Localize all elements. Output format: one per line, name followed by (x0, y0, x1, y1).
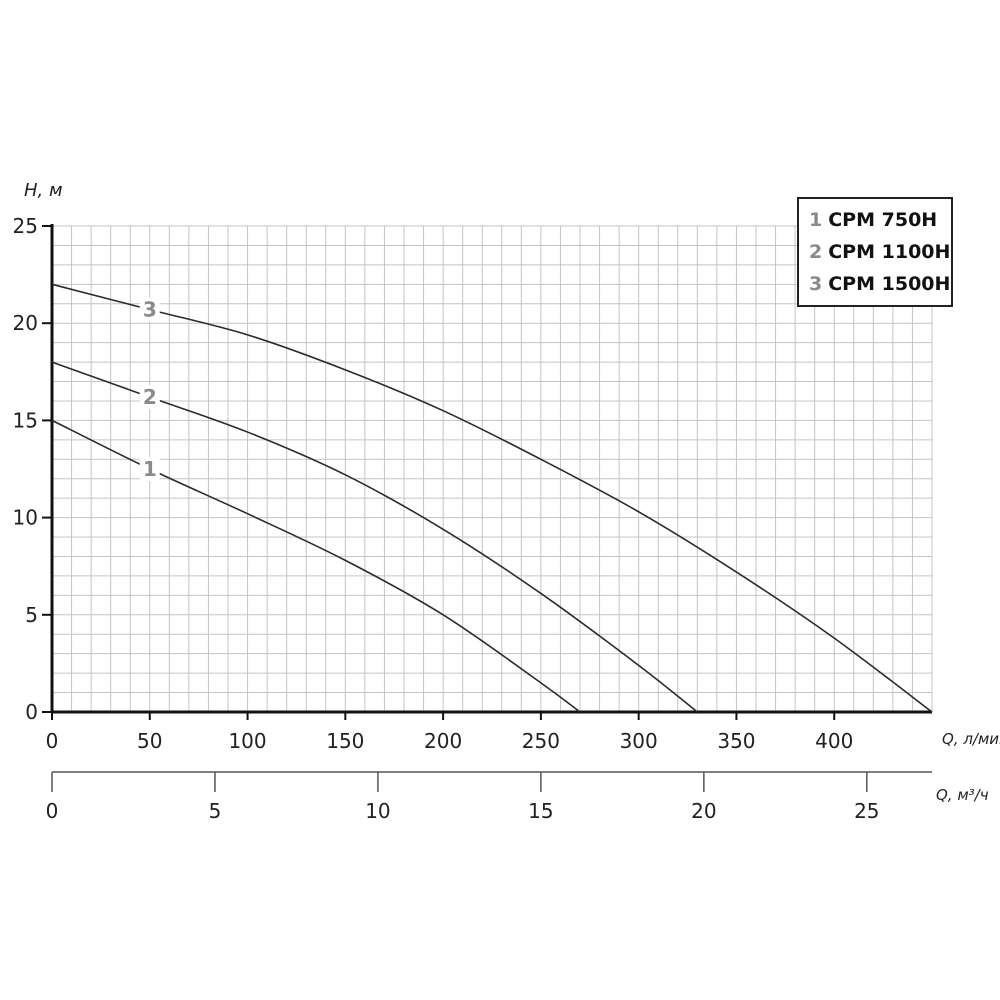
legend-number: 2 (809, 241, 823, 263)
legend-series-name: CPM 1100H (828, 241, 951, 263)
x-tick-label: 0 (46, 729, 59, 753)
legend-series-name: CPM 1500H (828, 273, 951, 295)
x2-tick-label: 25 (854, 799, 879, 823)
legend-entry-3: 3 CPM 1500H (809, 268, 950, 300)
legend-entry-2: 2 CPM 1100H (809, 236, 950, 268)
y-tick-label: 5 (25, 603, 38, 627)
y-tick-label: 10 (13, 506, 38, 530)
axes (42, 224, 932, 792)
legend-number: 3 (809, 273, 823, 295)
y-tick-label: 0 (25, 700, 38, 724)
x-tick-label: 200 (424, 729, 462, 753)
curve-label-background (139, 385, 160, 410)
y-tick-label: 15 (13, 408, 38, 432)
y-tick-label: 20 (13, 311, 38, 335)
x-tick-label: 400 (815, 729, 853, 753)
x2-tick-label: 20 (691, 799, 716, 823)
x-tick-label: 250 (522, 729, 560, 753)
curve-label-2: 2 (143, 385, 157, 409)
legend-entry-1: 1 CPM 750H (809, 204, 941, 236)
x-tick-label: 50 (137, 729, 162, 753)
curve-label-background (139, 297, 160, 322)
legend-number: 1 (809, 209, 823, 231)
x-tick-label: 150 (326, 729, 364, 753)
x-tick-label: 100 (228, 729, 266, 753)
curve-label-1: 1 (143, 457, 157, 481)
x2-tick-label: 5 (209, 799, 222, 823)
x2-tick-label: 0 (46, 799, 59, 823)
y-axis-title: H, м (24, 180, 63, 201)
legend: 1 CPM 750H 2 CPM 1100H 3 CPM 1500H (797, 197, 953, 307)
x-tick-label: 350 (717, 729, 755, 753)
legend-series-name: CPM 750H (828, 209, 938, 231)
curve-label-3: 3 (143, 298, 157, 322)
x2-axis-title: Q, м³/ч (936, 786, 989, 804)
curve-label-background (139, 457, 160, 481)
y-tick-label: 25 (13, 214, 38, 238)
curves: 1 2 3 (51, 283, 933, 713)
grid (52, 225, 933, 712)
x2-tick-label: 10 (365, 799, 390, 823)
x-tick-label: 300 (620, 729, 658, 753)
x2-tick-label: 15 (528, 799, 553, 823)
x-axis-title: Q, л/мин (942, 730, 1000, 748)
curve-series-3 (51, 283, 933, 713)
